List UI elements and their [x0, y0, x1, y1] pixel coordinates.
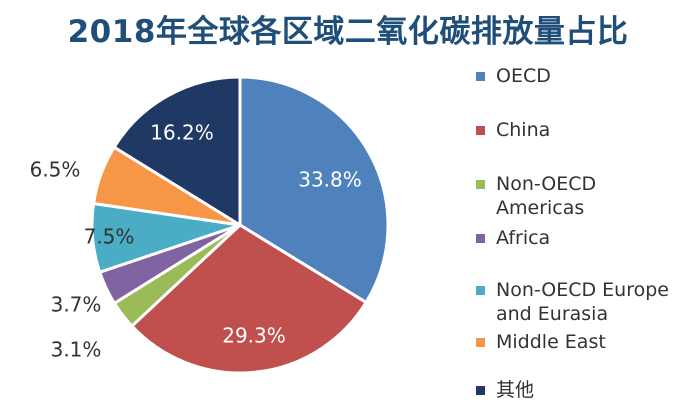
legend-swatch: [476, 180, 485, 189]
legend-swatch: [476, 286, 485, 295]
legend-label: Non-OECD Americas: [496, 173, 597, 219]
legend-item: Non-OECD Americas: [476, 172, 596, 220]
legend-swatch: [476, 126, 485, 135]
pie-slice-label: 7.5%: [84, 225, 135, 249]
pie-slice-label: 29.3%: [222, 324, 286, 348]
legend-item: China: [476, 118, 550, 142]
legend-item: Non-OECD Europe and Eurasia: [476, 278, 669, 326]
pie-slice-其他: [112, 75, 242, 227]
legend-label: 其他: [496, 379, 535, 401]
pie-slice-labels: 33.8% 29.3% 3.1% 3.7% 7.5% 6.5% 16.2%: [30, 121, 362, 362]
chart-title: 2018年全球各区域二氧化碳排放量占比: [67, 14, 629, 50]
legend-label: Non-OECD Europe and Eurasia: [496, 279, 669, 325]
pie-slice-label: 33.8%: [298, 168, 362, 192]
legend-item: Africa: [476, 226, 550, 250]
legend-item: 其他: [476, 378, 534, 402]
pie-slice-label: 3.1%: [51, 338, 102, 362]
pie-slices: [90, 75, 390, 375]
legend-swatch: [476, 386, 485, 395]
legend-label: Middle East: [496, 331, 606, 353]
legend-swatch: [476, 338, 485, 347]
pie-slice-label: 3.7%: [51, 293, 102, 317]
legend-label: Africa: [496, 227, 551, 249]
legend-swatch: [476, 72, 485, 81]
legend-label: OECD: [496, 65, 551, 87]
legend-item: Middle East: [476, 330, 606, 354]
pie-slice-label: 16.2%: [150, 121, 214, 145]
pie-slice-china: [130, 223, 368, 375]
legend-swatch: [476, 234, 485, 243]
legend-item: OECD: [476, 64, 551, 88]
legend-label: China: [496, 119, 551, 141]
pie-slice-label: 6.5%: [30, 158, 81, 182]
